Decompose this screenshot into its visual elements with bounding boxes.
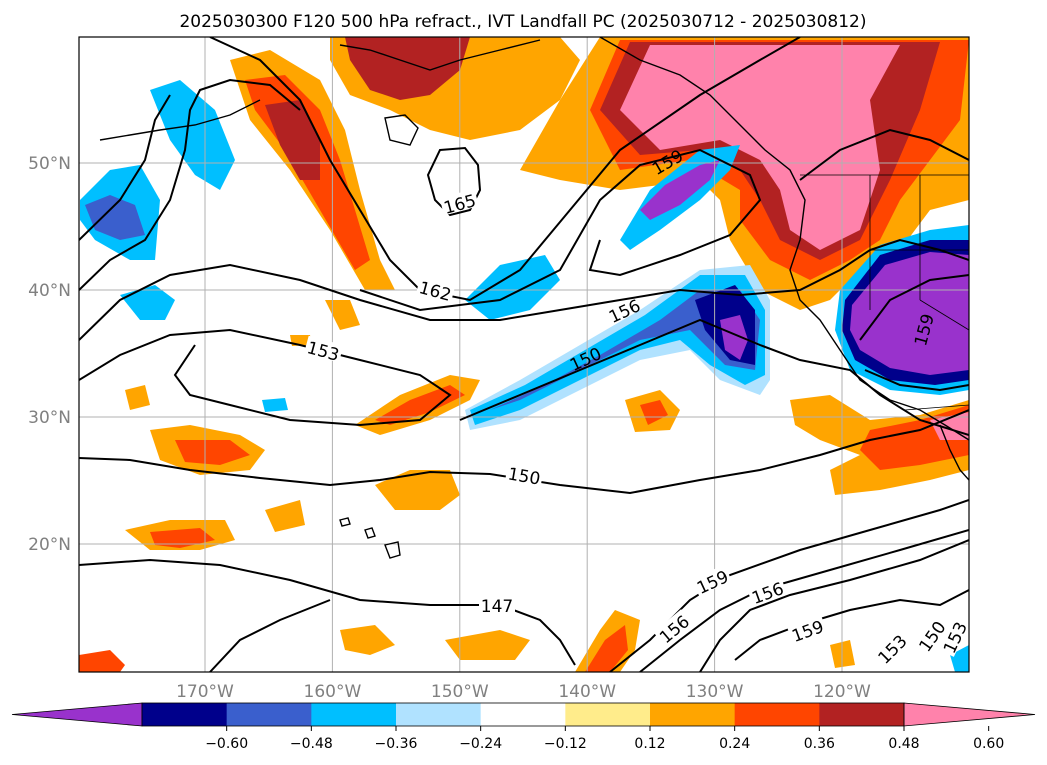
shaded-field bbox=[79, 37, 969, 672]
shade-positive-south-5 bbox=[265, 500, 305, 532]
map-frame bbox=[78, 36, 970, 673]
latitude-tick-label: 20°N bbox=[28, 535, 71, 555]
colorbar: −0.60 −0.48 −0.36 −0.24 −0.12 0.12 0.24 0.36 0.4… bbox=[11, 702, 1036, 752]
shade-positive-bottom-left bbox=[79, 650, 125, 672]
coastline-alaska bbox=[339, 39, 541, 71]
shade-positive-bc-pink bbox=[620, 45, 900, 250]
colorbar-frame bbox=[141, 702, 905, 727]
colorbar-segment bbox=[819, 703, 905, 726]
shade-negative-bottom-right bbox=[950, 645, 969, 672]
contour-159d bbox=[734, 589, 969, 661]
longitude-tick-label: 130°W bbox=[686, 682, 744, 702]
shade-positive-bottom-3-core bbox=[585, 625, 628, 672]
coastline-baja bbox=[939, 424, 969, 481]
contour-159b bbox=[359, 148, 762, 312]
longitude-tick-label: 170°W bbox=[176, 682, 234, 702]
contour-162b bbox=[79, 78, 301, 291]
border-states bbox=[869, 175, 969, 331]
shade-positive-bottom-1 bbox=[340, 625, 395, 655]
islands-hawaii bbox=[339, 517, 401, 559]
colorbar-extend-max bbox=[903, 702, 1036, 727]
shade-negative-ca-core bbox=[850, 252, 969, 375]
contour-147 bbox=[79, 558, 576, 666]
shade-positive-south-3 bbox=[375, 470, 460, 510]
shade-positive-diagonal-core bbox=[265, 100, 320, 180]
longitude-tick-label: 160°W bbox=[304, 682, 362, 702]
shade-positive-south-6-core bbox=[640, 400, 668, 425]
contour-159c bbox=[799, 128, 969, 181]
shade-positive-south-4-core bbox=[150, 528, 215, 548]
longitude-tick-label: 120°W bbox=[813, 682, 871, 702]
contour-153b bbox=[459, 318, 969, 436]
border-us-mexico bbox=[904, 404, 969, 411]
colorbar-segment bbox=[311, 703, 397, 726]
colorbar-tick-label: −0.60 bbox=[205, 736, 248, 752]
shade-positive-small-a bbox=[125, 385, 150, 410]
colorbar-tick-label: 0.24 bbox=[719, 736, 750, 752]
island-kodiak bbox=[384, 114, 419, 146]
longitude-tick-label: 140°W bbox=[558, 682, 616, 702]
contour-159 bbox=[79, 94, 171, 241]
colorbar-tick-label: 0.48 bbox=[888, 736, 919, 752]
colorbar-segment bbox=[480, 703, 566, 726]
shade-negative-pac-nw-core bbox=[640, 160, 720, 220]
longitude-tick-label: 150°W bbox=[431, 682, 489, 702]
contour-147b bbox=[209, 599, 331, 672]
colorbar-segment bbox=[650, 703, 736, 726]
shade-positive-south-1-core bbox=[375, 385, 465, 425]
map-panel: 165 162 159 156 153 150 147 bbox=[78, 36, 972, 673]
latitude-tick-label: 50°N bbox=[28, 154, 71, 174]
shade-negative-band-darkest bbox=[720, 315, 748, 360]
colorbar-tick-label: 0.36 bbox=[804, 736, 835, 752]
colorbar-segment bbox=[142, 703, 228, 726]
contour-153 bbox=[79, 328, 452, 427]
shade-positive-small-b bbox=[325, 300, 360, 330]
colorbar-tick-label: 0.60 bbox=[973, 736, 1004, 752]
colorbar-tick-label: −0.24 bbox=[459, 736, 502, 752]
latitude-tick-label: 40°N bbox=[28, 281, 71, 301]
contour-156 bbox=[79, 238, 969, 341]
coastline-aleutians bbox=[99, 99, 261, 141]
shade-negative-small-2 bbox=[262, 398, 288, 412]
shade-positive-bottom-2 bbox=[445, 630, 530, 660]
longitude-tick-labels: 170°W 160°W 150°W 140°W 130°W 120°W bbox=[176, 682, 871, 702]
shade-negative-north-band bbox=[465, 255, 560, 320]
colorbar-tick-label: −0.48 bbox=[290, 736, 333, 752]
contour-156b bbox=[699, 539, 969, 672]
colorbar-segment bbox=[734, 703, 820, 726]
figure-title: 2025030300 F120 500 hPa refract., IVT La… bbox=[179, 12, 866, 32]
colorbar-tick-label: −0.12 bbox=[544, 736, 587, 752]
contour-ca-loop bbox=[859, 274, 969, 392]
colorbar-tick-label: −0.36 bbox=[375, 736, 418, 752]
colorbar-segment bbox=[565, 703, 651, 726]
colorbar-extend-min bbox=[11, 702, 143, 727]
contour-label: 147 bbox=[481, 597, 513, 617]
latitude-tick-labels: 20°N 30°N 40°N 50°N bbox=[28, 154, 71, 555]
contour-165 bbox=[426, 146, 482, 217]
shade-positive-south-2-core bbox=[175, 440, 250, 465]
colorbar-tick-label: 0.12 bbox=[634, 736, 665, 752]
shade-negative-west-2-core bbox=[85, 195, 145, 240]
colorbar-segment bbox=[396, 703, 482, 726]
colorbar-segment bbox=[226, 703, 312, 726]
latitude-tick-label: 30°N bbox=[28, 408, 71, 428]
